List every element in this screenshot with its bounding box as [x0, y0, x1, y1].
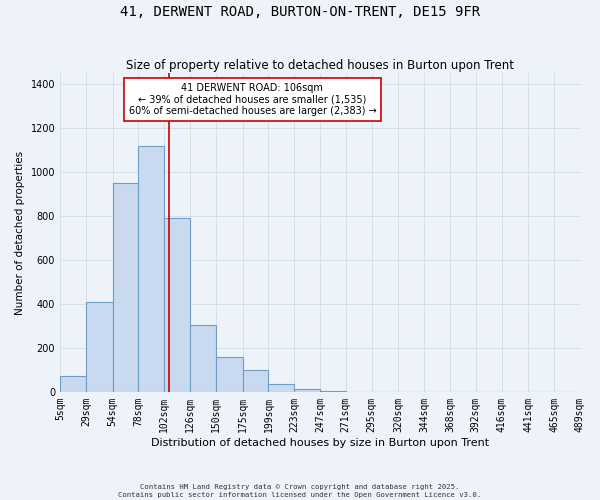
Bar	[216, 356, 242, 392]
Bar	[164, 218, 190, 392]
Bar	[113, 183, 139, 392]
Bar	[86, 302, 113, 392]
Text: 41, DERWENT ROAD, BURTON-ON-TRENT, DE15 9FR: 41, DERWENT ROAD, BURTON-ON-TRENT, DE15 …	[120, 5, 480, 19]
Bar	[320, 390, 346, 392]
Bar	[190, 325, 216, 392]
Y-axis label: Number of detached properties: Number of detached properties	[15, 150, 25, 314]
Title: Size of property relative to detached houses in Burton upon Trent: Size of property relative to detached ho…	[126, 59, 514, 72]
Text: Contains HM Land Registry data © Crown copyright and database right 2025.
Contai: Contains HM Land Registry data © Crown c…	[118, 484, 482, 498]
Bar	[60, 376, 86, 392]
Bar	[139, 146, 164, 392]
Bar	[242, 370, 268, 392]
Bar	[268, 384, 294, 392]
Bar	[294, 388, 320, 392]
Text: 41 DERWENT ROAD: 106sqm
← 39% of detached houses are smaller (1,535)
60% of semi: 41 DERWENT ROAD: 106sqm ← 39% of detache…	[128, 82, 376, 116]
X-axis label: Distribution of detached houses by size in Burton upon Trent: Distribution of detached houses by size …	[151, 438, 489, 448]
